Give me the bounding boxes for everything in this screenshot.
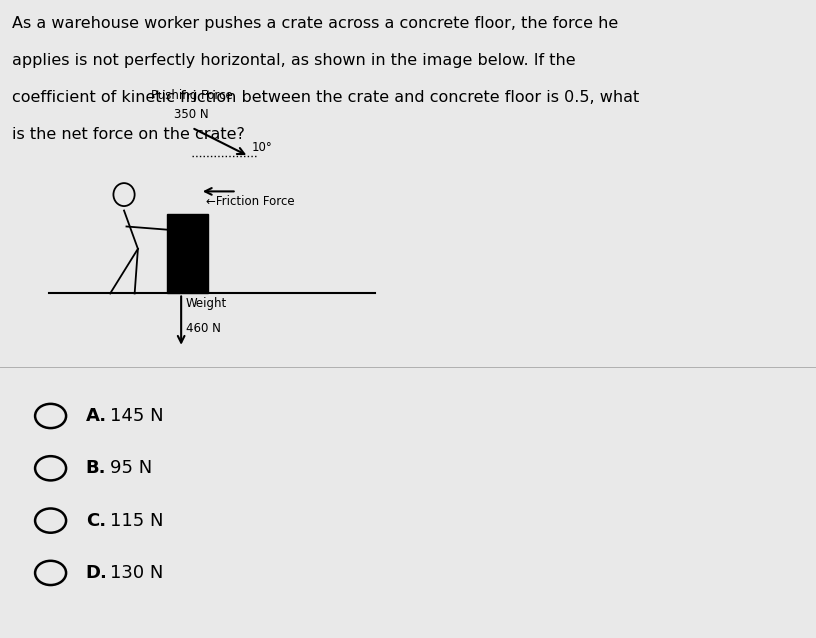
Text: 145 N: 145 N (110, 407, 164, 425)
Text: ←Friction Force: ←Friction Force (206, 195, 295, 207)
Text: 115 N: 115 N (110, 512, 164, 530)
Text: As a warehouse worker pushes a crate across a concrete floor, the force he: As a warehouse worker pushes a crate acr… (12, 16, 619, 31)
Text: D.: D. (86, 564, 108, 582)
Text: is the net force on the crate?: is the net force on the crate? (12, 127, 245, 142)
Text: 10°: 10° (251, 142, 272, 154)
Text: applies is not perfectly horizontal, as shown in the image below. If the: applies is not perfectly horizontal, as … (12, 53, 576, 68)
Text: C.: C. (86, 512, 106, 530)
Text: 460 N: 460 N (186, 322, 221, 335)
Text: 95 N: 95 N (110, 459, 153, 477)
Text: 130 N: 130 N (110, 564, 163, 582)
Text: Pushing Force: Pushing Force (151, 89, 233, 102)
Text: Weight: Weight (186, 297, 228, 309)
Text: 350 N: 350 N (175, 108, 209, 121)
Bar (167, 214, 208, 293)
Text: coefficient of kinetic friction between the crate and concrete floor is 0.5, wha: coefficient of kinetic friction between … (12, 90, 640, 105)
Text: A.: A. (86, 407, 107, 425)
Text: B.: B. (86, 459, 106, 477)
